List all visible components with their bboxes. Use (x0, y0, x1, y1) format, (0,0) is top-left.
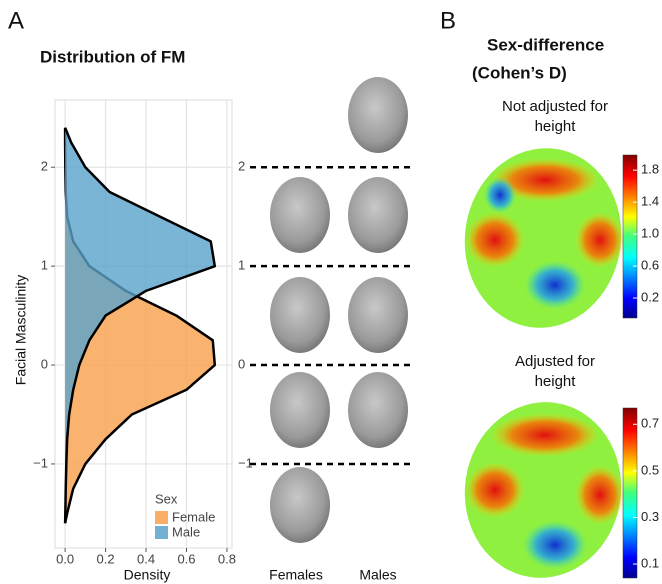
colorbar-title: height (535, 373, 577, 390)
y-tick-label: 2 (41, 159, 48, 174)
x-tick-label: 0.6 (177, 551, 195, 566)
face-renders (270, 77, 408, 543)
heatmap-face (454, 392, 633, 584)
chart-title: Distribution of FM (40, 47, 185, 66)
colorbar-title: height (535, 118, 577, 135)
hot-region (490, 413, 600, 457)
hot-region (465, 462, 525, 518)
y-axis-title: Facial Masculinity (13, 275, 29, 385)
colorbar-tick-label: 0.7 (641, 416, 659, 431)
hot-region (575, 465, 625, 525)
hot-region (465, 212, 525, 268)
face (348, 77, 408, 153)
colorbar (623, 408, 637, 578)
panel-title: Sex-difference (487, 35, 604, 54)
y-tick-label: 1 (41, 258, 48, 273)
face (270, 467, 330, 543)
legend-label: Male (172, 524, 200, 539)
colorbar-tick-label: 1.8 (641, 162, 659, 177)
legend-label: Female (172, 509, 215, 524)
y-tick-label-right: 1 (238, 258, 245, 273)
column-label: Females (269, 567, 323, 583)
y-tick-label-right: 0 (238, 356, 245, 371)
colorbar-title: Not adjusted for (502, 98, 608, 115)
x-tick-label: 0.2 (97, 551, 115, 566)
colorbar-tick-label: 0.5 (641, 462, 659, 477)
colorbar-tick-label: 0.2 (641, 289, 659, 304)
face (270, 372, 330, 448)
x-tick-label: 0.8 (218, 551, 236, 566)
face (270, 277, 330, 353)
colorbar-title: Adjusted for (515, 353, 595, 370)
cold-region (523, 521, 587, 569)
face (348, 177, 408, 253)
y-tick-label-right: 2 (238, 159, 245, 174)
colorbar-tick-label: 1.4 (641, 194, 659, 209)
cold-region (525, 261, 585, 309)
cold-region (484, 177, 516, 213)
column-label: Males (359, 567, 396, 583)
panel-label: A (8, 7, 24, 34)
y-tick-label: −1 (33, 455, 48, 470)
x-tick-label: 0.4 (137, 551, 155, 566)
colorbar-tick-label: 1.0 (641, 226, 659, 241)
x-axis-title: Density (124, 567, 171, 583)
hot-region (575, 212, 625, 268)
panel-title: (Cohen’s D) (472, 63, 567, 82)
figure: A B Distribution of FM Sex-difference (C… (0, 0, 662, 584)
y-tick-label: 0 (41, 356, 48, 371)
heatmap-face (453, 138, 633, 338)
panel-label: B (440, 7, 456, 34)
colorbar-tick-label: 0.3 (641, 509, 659, 524)
colorbar-tick-label: 0.6 (641, 258, 659, 273)
legend-swatch (155, 511, 168, 524)
colorbar (623, 155, 637, 318)
face (348, 277, 408, 353)
face (348, 372, 408, 448)
face (270, 177, 330, 253)
page: A B Distribution of FM Sex-difference (C… (0, 0, 662, 584)
legend-title: Sex (155, 491, 178, 506)
legend-swatch (155, 526, 168, 539)
x-tick-label: 0.0 (56, 551, 74, 566)
colorbar-tick-label: 0.1 (641, 555, 659, 570)
